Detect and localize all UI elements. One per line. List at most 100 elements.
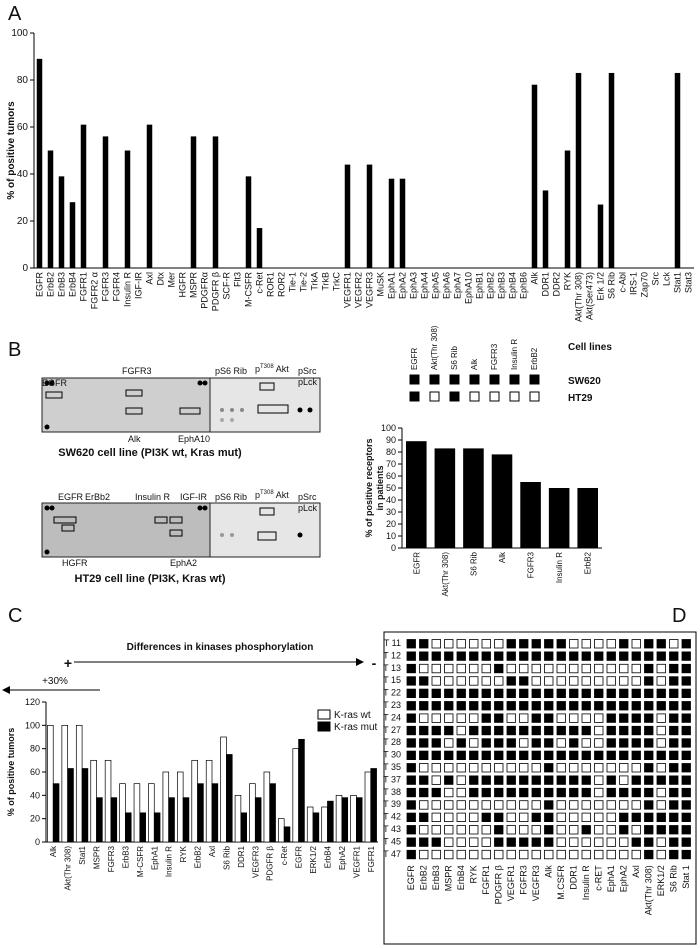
cell-line-header: Akt(Thr 308) — [430, 325, 439, 370]
cell — [581, 725, 591, 736]
cell — [494, 639, 504, 649]
cell — [456, 639, 466, 649]
cell — [656, 812, 666, 822]
x-tick-label: TrkA — [310, 272, 320, 291]
cell — [456, 676, 466, 686]
cell — [669, 750, 679, 760]
cell — [506, 725, 516, 736]
bar — [220, 736, 227, 843]
cell — [431, 837, 441, 847]
row-label: T 37 — [383, 774, 401, 784]
x-tick-label: Insulin R — [555, 552, 564, 583]
cell — [669, 800, 679, 810]
cell — [456, 663, 466, 674]
cell — [419, 787, 429, 798]
x-tick-label: Akt(Thr 308) — [574, 272, 584, 322]
text-part: p — [255, 364, 260, 374]
cell — [531, 701, 541, 711]
bar — [575, 72, 582, 268]
x-tick-label: ErbB4 — [323, 845, 332, 868]
cell — [419, 701, 429, 711]
cell — [656, 713, 666, 723]
cell — [644, 750, 654, 760]
cell — [531, 713, 541, 723]
column-label: RYK — [469, 865, 479, 883]
cell — [544, 713, 554, 723]
cell — [556, 725, 566, 736]
minus-sign: - — [372, 655, 377, 671]
x-tick-label: TrkB — [321, 272, 331, 291]
cell — [456, 651, 466, 661]
cell — [594, 763, 604, 773]
cell — [469, 676, 479, 686]
column-label: c-RET — [594, 865, 604, 891]
bar — [139, 812, 146, 843]
cell — [669, 651, 679, 661]
blot-label: ErBb2 — [85, 492, 110, 502]
cell — [669, 738, 679, 748]
bar — [542, 190, 549, 268]
cell — [506, 738, 516, 748]
x-tick-label: Alk — [498, 551, 507, 563]
cell — [594, 812, 604, 822]
cell — [556, 812, 566, 822]
cell — [569, 639, 579, 649]
column-label: PDGFR β — [494, 865, 504, 904]
cell — [494, 676, 504, 686]
cell-line-name: HT29 — [568, 393, 593, 404]
cell — [619, 676, 629, 686]
cell — [494, 688, 504, 698]
cell — [431, 651, 441, 661]
bar — [124, 150, 131, 268]
cell — [631, 725, 641, 736]
x-tick-label: RYK — [563, 272, 573, 290]
cell — [494, 849, 504, 860]
column-label: Stat 1 — [681, 865, 691, 889]
bar — [463, 448, 484, 548]
row-label: T 22 — [383, 688, 401, 698]
cell — [469, 663, 479, 674]
x-tick-label: EGFR — [412, 552, 421, 574]
cell — [656, 837, 666, 847]
cell — [519, 837, 529, 847]
cell — [444, 750, 454, 760]
cell — [556, 713, 566, 723]
status-square — [449, 374, 460, 385]
y-axis-label: % of positive tumors — [6, 728, 16, 817]
cell — [519, 688, 529, 698]
text-part: Akt — [274, 364, 290, 374]
text-part: p — [255, 490, 260, 500]
cell — [406, 787, 416, 798]
cell — [581, 750, 591, 760]
bar — [234, 794, 242, 843]
cell — [481, 800, 491, 810]
text-part: Akt — [274, 490, 290, 500]
cell — [519, 800, 529, 810]
x-tick-label: Tie-2 — [299, 272, 309, 292]
cell — [494, 701, 504, 711]
x-tick-label: VEGFR1 — [352, 845, 361, 878]
cell — [419, 713, 429, 723]
cell — [419, 825, 429, 835]
cell — [606, 663, 616, 674]
cell — [431, 725, 441, 736]
cell — [619, 713, 629, 723]
cell-line-header: Alk — [470, 358, 479, 370]
blot-label: Insulin R — [135, 492, 171, 502]
cell — [431, 750, 441, 760]
cell — [481, 787, 491, 798]
cell — [569, 713, 579, 723]
cell — [444, 713, 454, 723]
bar — [597, 204, 604, 268]
cell — [519, 775, 529, 785]
cell — [531, 763, 541, 773]
column-label: ErbB2 — [419, 865, 429, 890]
cell — [419, 750, 429, 760]
y-tick-label: 20 — [17, 216, 29, 227]
y-tick-label: 30 — [386, 507, 396, 517]
cell — [606, 688, 616, 698]
cell — [419, 688, 429, 698]
cell — [506, 639, 516, 649]
bar — [133, 783, 141, 843]
cell — [581, 787, 591, 798]
